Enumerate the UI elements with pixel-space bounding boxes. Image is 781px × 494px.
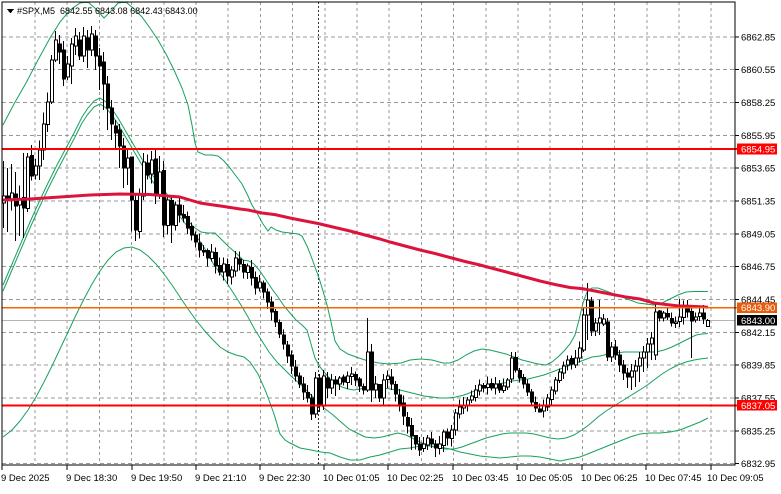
svg-text:#SPX,M5 6842.55 6843.08 6842.: #SPX,M5 6842.55 6843.08 6842.43 6843.00 (17, 6, 198, 16)
svg-text:6862.85: 6862.85 (741, 32, 775, 43)
svg-text:6844.45: 6844.45 (741, 295, 775, 306)
svg-text:6832.95: 6832.95 (741, 459, 775, 470)
svg-text:6835.25: 6835.25 (741, 426, 775, 437)
svg-text:6860.55: 6860.55 (741, 65, 775, 76)
svg-text:6854.95: 6854.95 (741, 145, 775, 156)
svg-text:9 Dec 21:10: 9 Dec 21:10 (195, 473, 246, 484)
svg-text:10 Dec 03:45: 10 Dec 03:45 (452, 473, 509, 484)
svg-text:6842.15: 6842.15 (741, 328, 775, 339)
svg-text:9 Dec 18:30: 9 Dec 18:30 (66, 473, 117, 484)
svg-text:10 Dec 05:05: 10 Dec 05:05 (516, 473, 573, 484)
svg-text:10 Dec 06:25: 10 Dec 06:25 (581, 473, 638, 484)
svg-text:6853.65: 6853.65 (741, 164, 775, 175)
svg-text:6855.95: 6855.95 (741, 131, 775, 142)
svg-text:6837.05: 6837.05 (741, 401, 775, 412)
svg-text:6839.85: 6839.85 (741, 361, 775, 372)
svg-text:6837.55: 6837.55 (741, 394, 775, 405)
svg-text:10 Dec 07:45: 10 Dec 07:45 (645, 473, 702, 484)
svg-text:6849.05: 6849.05 (741, 229, 775, 240)
svg-text:6843.00: 6843.00 (741, 316, 775, 327)
svg-text:9 Dec 19:50: 9 Dec 19:50 (131, 473, 182, 484)
svg-text:6851.35: 6851.35 (741, 197, 775, 208)
svg-text:10 Dec 09:05: 10 Dec 09:05 (707, 473, 764, 484)
svg-text:10 Dec 02:25: 10 Dec 02:25 (387, 473, 444, 484)
svg-text:10 Dec 01:05: 10 Dec 01:05 (323, 473, 380, 484)
svg-text:6843.90: 6843.90 (741, 303, 775, 314)
svg-text:6858.25: 6858.25 (741, 98, 775, 109)
svg-text:9 Dec 2025: 9 Dec 2025 (1, 473, 50, 484)
svg-text:6846.75: 6846.75 (741, 262, 775, 273)
svg-text:9 Dec 22:30: 9 Dec 22:30 (259, 473, 310, 484)
